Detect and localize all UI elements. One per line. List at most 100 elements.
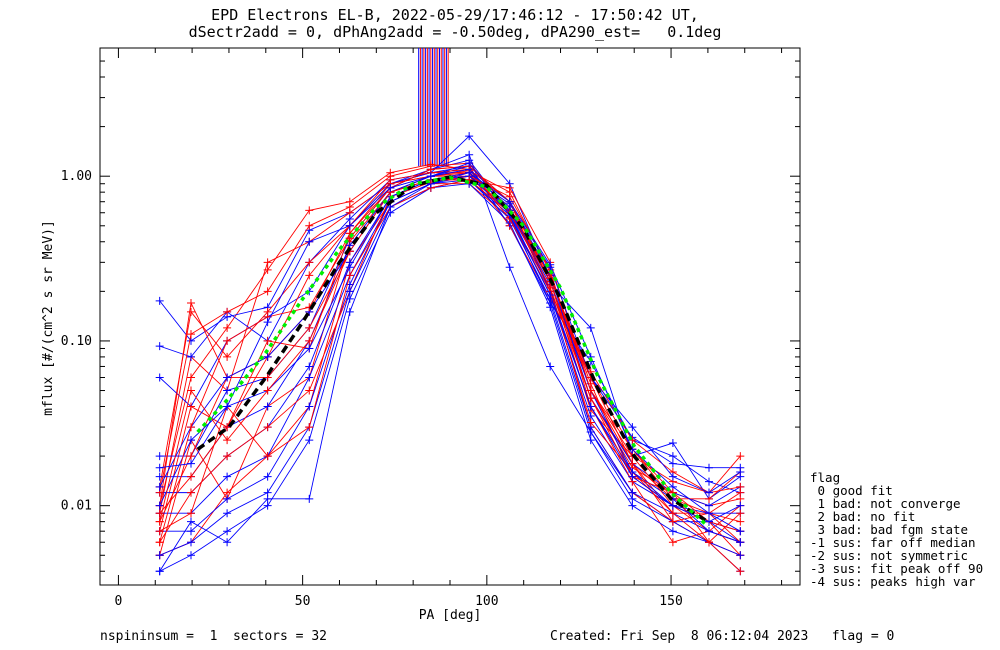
red-trace: [155, 166, 745, 518]
plus-marker: [345, 294, 354, 303]
plus-marker: [345, 203, 354, 212]
plus-marker: [187, 330, 195, 339]
plus-marker: [305, 323, 314, 332]
trace-line: [159, 165, 741, 543]
plus-marker: [505, 197, 514, 206]
red-trace: [155, 168, 745, 526]
plus-marker: [668, 439, 677, 448]
plus-marker: [736, 501, 745, 510]
plus-marker: [305, 436, 314, 445]
legend-item: 2 bad: no fit: [810, 509, 916, 524]
red-trace: [155, 168, 745, 526]
plus-marker: [263, 318, 272, 327]
plus-marker: [668, 538, 677, 547]
x-tick-label: 0: [115, 594, 123, 609]
trace-line: [159, 168, 741, 543]
plus-marker: [187, 423, 195, 432]
red-trace: [155, 168, 745, 560]
chart-title-line-1: EPD Electrons EL-B, 2022-05-29/17:46:12 …: [211, 6, 699, 24]
plus-marker: [386, 175, 395, 184]
plus-marker: [705, 517, 713, 526]
plus-marker: [223, 373, 232, 382]
chart-title-line-2: dSectr2add = 0, dPhAng2add = -0.50deg, d…: [188, 23, 722, 41]
plus-marker: [465, 175, 474, 184]
plus-marker: [263, 472, 272, 481]
blue-trace: [155, 159, 745, 526]
plus-marker: [223, 509, 232, 518]
plus-marker: [586, 323, 595, 332]
plus-marker: [736, 517, 745, 526]
trace-line: [159, 183, 741, 572]
plus-marker: [505, 183, 514, 192]
plus-marker: [465, 159, 474, 168]
plus-marker: [187, 538, 195, 547]
plus-marker: [586, 418, 595, 427]
footer-spin-info: nspininsum = 1 sectors = 32: [100, 629, 327, 644]
plus-marker: [223, 472, 232, 481]
legend-item: -1 sus: far off median: [810, 535, 976, 550]
plus-marker: [223, 527, 232, 536]
plus-marker: [187, 452, 195, 461]
blue-trace: [155, 150, 745, 547]
tick-labels: 0 50 100 150 0.01 0.10 1.00: [61, 169, 683, 609]
plus-marker: [223, 323, 232, 332]
legend-item: 3 bad: bad fgm state: [810, 522, 969, 537]
plus-marker: [223, 402, 232, 411]
plus-marker: [263, 452, 272, 461]
plus-marker: [668, 459, 677, 468]
plus-marker: [705, 501, 713, 510]
trace-line: [159, 162, 741, 556]
plus-marker: [187, 386, 195, 395]
plus-marker: [305, 423, 314, 432]
plus-marker: [305, 258, 314, 267]
plus-marker: [305, 386, 314, 395]
fit-curves: [196, 175, 710, 528]
red-trace: [155, 165, 745, 547]
trace-line: [159, 179, 741, 572]
plus-marker: [223, 423, 232, 432]
x-tick-label: 100: [475, 594, 498, 609]
x-tick-label: 50: [295, 594, 311, 609]
plus-marker: [386, 183, 395, 192]
plus-marker: [155, 296, 164, 305]
plus-marker: [187, 402, 195, 411]
plus-marker: [187, 459, 195, 468]
plus-marker: [223, 336, 232, 345]
plot-axes: [99, 47, 801, 586]
trace-line: [159, 179, 741, 543]
plus-marker: [426, 172, 435, 181]
plus-marker: [263, 352, 272, 361]
legend-item: -4 sus: peaks high var: [810, 574, 976, 589]
plus-marker: [345, 287, 354, 296]
trace-line: [159, 179, 741, 532]
trace-line: [159, 172, 741, 514]
plus-marker: [305, 402, 314, 411]
plus-marker: [187, 298, 195, 307]
plus-marker: [736, 527, 745, 536]
red-trace: [155, 160, 745, 510]
plus-marker: [668, 509, 677, 518]
plus-marker: [155, 551, 164, 560]
plus-marker: [586, 402, 595, 411]
legend-item: 0 good fit: [810, 483, 893, 498]
plus-marker: [628, 472, 637, 481]
plus-marker: [305, 373, 314, 382]
plus-marker: [305, 221, 314, 230]
flag-legend: flag 0 good fit 1 bad: not converge 2 ba…: [810, 471, 983, 588]
plus-marker: [465, 150, 474, 159]
plus-marker: [155, 567, 164, 576]
plus-marker: [155, 517, 164, 526]
plus-marker: [263, 373, 272, 382]
blue-trace: [155, 156, 745, 503]
plus-marker: [628, 494, 637, 503]
plus-marker: [465, 168, 474, 177]
legend-item: -3 sus: fit peak off 90: [810, 561, 984, 576]
plus-marker: [505, 263, 514, 272]
plus-marker: [187, 472, 195, 481]
plus-marker: [668, 452, 677, 461]
plus-marker: [223, 538, 232, 547]
plus-marker: [223, 494, 232, 503]
plus-marker: [736, 538, 745, 547]
plus-marker: [736, 468, 745, 477]
plot-frame: [99, 47, 801, 586]
